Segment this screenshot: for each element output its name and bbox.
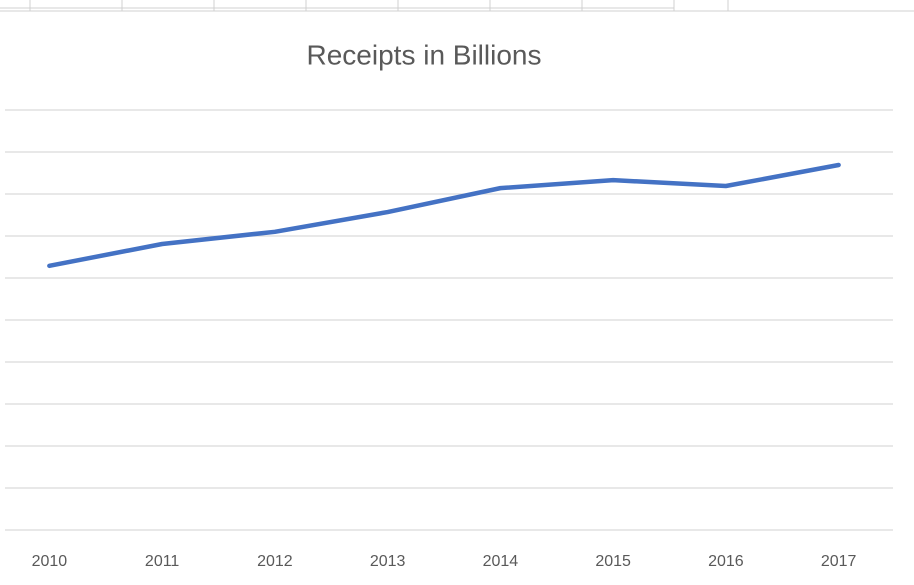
- chart-title: Receipts in Billions: [307, 39, 542, 70]
- x-tick-label: 2014: [483, 553, 519, 570]
- x-tick-label: 2010: [32, 553, 68, 570]
- x-tick-label: 2013: [370, 553, 406, 570]
- x-tick-label: 2015: [595, 553, 631, 570]
- x-tick-label: 2017: [821, 553, 857, 570]
- series-line: [47, 162, 841, 269]
- x-tick-label: 2011: [145, 553, 180, 570]
- x-tick-label: 2012: [257, 553, 293, 570]
- x-tick-label: 2016: [708, 553, 744, 570]
- sheet-cells: [0, 0, 914, 12]
